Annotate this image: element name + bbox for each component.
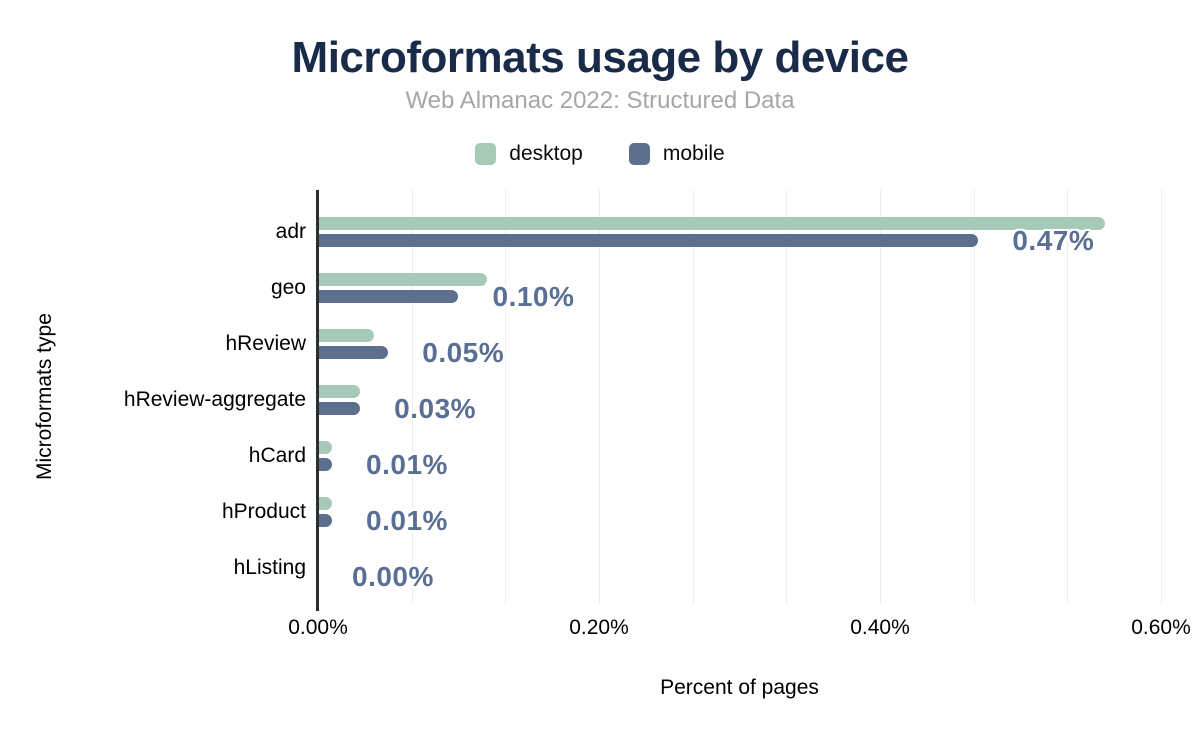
category-label: geo [270,276,306,299]
value-label: 0.00% [352,561,434,592]
plot-area: 0.47% 0.10% 0.05% 0.03% 0.01% 0.01% 0.00% [318,190,1162,604]
bar-mobile [318,458,333,471]
x-tick-label: 0.40% [850,616,910,639]
category-label: hProduct [221,500,306,523]
category-label: hListing [233,556,306,579]
bar-desktop [318,273,487,286]
legend-swatch-mobile [628,143,650,165]
legend-item-mobile: mobile [628,142,725,166]
value-label: 0.01% [366,449,448,480]
x-tick-label: 0.60% [1131,616,1191,639]
bar-desktop [318,497,333,510]
legend-label-desktop: desktop [509,142,583,165]
gridline [598,190,600,604]
bar-desktop [318,385,361,398]
category-label: hReview-aggregate [123,388,306,411]
gridline [1161,190,1162,604]
gridline [505,190,507,604]
bar-desktop [318,329,375,342]
y-axis-labels: adr geo hReview hReview-aggregate hCard hProd… [0,190,306,604]
y-axis-line [316,190,319,611]
legend: desktop mobile [0,142,1200,166]
bar-desktop [318,217,1105,230]
legend-swatch-desktop [475,143,497,165]
bar-mobile [318,514,333,527]
gridline [1067,190,1069,604]
bar-mobile [318,290,459,303]
bar-desktop [318,441,333,454]
chart-title: Microformats usage by device [291,33,909,82]
chart-subtitle: Web Almanac 2022: Structured Data [405,87,795,114]
value-label: 0.10% [492,281,575,312]
category-label: hCard [248,444,306,467]
value-label: 0.03% [394,393,477,424]
bar-mobile [318,402,361,415]
gridline [411,190,413,604]
value-label: 0.01% [366,505,448,536]
gridline [786,190,788,604]
x-axis-title: Percent of pages [660,676,819,699]
category-label: hReview [225,332,306,355]
legend-item-desktop: desktop [475,142,583,166]
value-label: 0.05% [422,337,505,368]
x-tick-label: 0.20% [569,616,629,639]
category-label: adr [275,220,306,243]
gridline [973,190,975,604]
x-tick-label: 0.00% [288,616,348,639]
gridline [879,190,881,604]
bar-mobile [318,346,389,359]
legend-label-mobile: mobile [662,142,725,165]
bar-mobile [318,234,979,247]
gridline [692,190,694,604]
value-label: 0.47% [1012,225,1095,256]
